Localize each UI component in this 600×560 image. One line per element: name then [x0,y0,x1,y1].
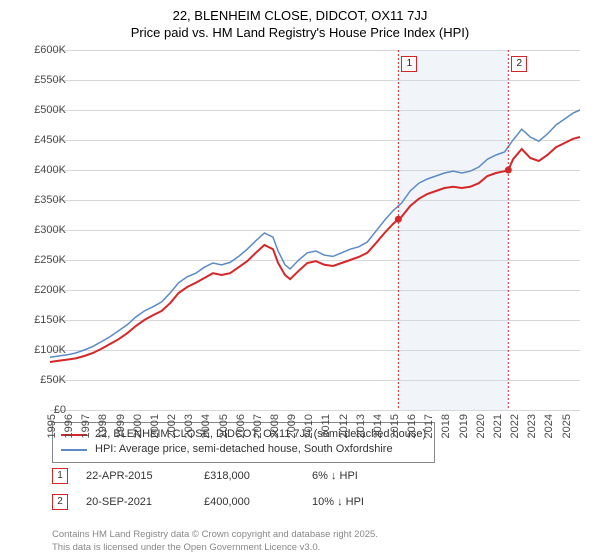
x-tick-label: 2014 [372,414,384,438]
footer-line-1: Contains HM Land Registry data © Crown c… [52,529,378,541]
data-point-delta-1: 6% ↓ HPI [312,470,358,482]
y-tick-label: £550K [34,74,66,86]
data-point-delta-2: 10% ↓ HPI [312,496,364,508]
data-point-marker-1: 1 [52,468,68,484]
y-tick-label: £100K [34,344,66,356]
legend-swatch-2 [61,449,87,451]
data-point-price-1: £318,000 [204,470,294,482]
title-line-1: 22, BLENHEIM CLOSE, DIDCOT, OX11 7JJ [0,8,600,25]
x-tick-label: 2023 [526,414,538,438]
x-tick-label: 2025 [561,414,573,438]
marker-dot-1 [395,216,402,223]
y-tick-label: £600K [34,44,66,56]
y-gridline [50,410,580,411]
x-tick-label: 2005 [218,414,230,438]
series-svg [50,50,580,410]
marker-box-1: 1 [401,56,417,72]
y-tick-label: £450K [34,134,66,146]
series-hpi [50,110,580,357]
x-tick-label: 2015 [389,414,401,438]
y-tick-label: £400K [34,164,66,176]
x-tick-label: 2016 [406,414,418,438]
x-tick-label: 1995 [46,414,58,438]
series-price_paid [50,137,580,362]
x-tick-label: 2022 [509,414,521,438]
x-tick-label: 2006 [235,414,247,438]
x-tick-label: 1999 [115,414,127,438]
x-tick-label: 2008 [269,414,281,438]
y-tick-label: £250K [34,254,66,266]
x-tick-label: 1996 [63,414,75,438]
y-tick-label: £350K [34,194,66,206]
chart-container: 22, BLENHEIM CLOSE, DIDCOT, OX11 7JJ Pri… [0,0,600,560]
title-block: 22, BLENHEIM CLOSE, DIDCOT, OX11 7JJ Pri… [0,0,600,42]
y-tick-label: £500K [34,104,66,116]
footer: Contains HM Land Registry data © Crown c… [52,529,378,554]
y-tick-label: £300K [34,224,66,236]
data-point-price-2: £400,000 [204,496,294,508]
x-tick-label: 2019 [458,414,470,438]
chart-area [50,50,580,410]
x-tick-label: 1998 [97,414,109,438]
y-tick-label: £200K [34,284,66,296]
x-tick-label: 2007 [252,414,264,438]
data-point-row-1: 1 22-APR-2015 £318,000 6% ↓ HPI [52,468,358,484]
x-tick-label: 2001 [149,414,161,438]
x-tick-label: 2010 [303,414,315,438]
x-tick-label: 2011 [320,414,332,438]
footer-line-2: This data is licensed under the Open Gov… [52,542,378,554]
x-tick-label: 2017 [423,414,435,438]
marker-dot-2 [505,167,512,174]
marker-box-2: 2 [511,56,527,72]
y-tick-label: £50K [40,374,66,386]
data-point-date-2: 20-SEP-2021 [86,496,186,508]
data-point-row-2: 2 20-SEP-2021 £400,000 10% ↓ HPI [52,494,364,510]
data-point-date-1: 22-APR-2015 [86,470,186,482]
x-tick-label: 2012 [338,414,350,438]
x-tick-label: 2018 [440,414,452,438]
x-tick-label: 2000 [132,414,144,438]
x-tick-label: 2004 [200,414,212,438]
x-tick-label: 2002 [166,414,178,438]
title-line-2: Price paid vs. HM Land Registry's House … [0,25,600,42]
x-tick-label: 2013 [355,414,367,438]
x-tick-label: 2020 [475,414,487,438]
x-tick-label: 2021 [492,414,504,438]
x-tick-label: 2003 [183,414,195,438]
legend-label-2: HPI: Average price, semi-detached house,… [95,442,393,457]
data-point-marker-2: 2 [52,494,68,510]
x-tick-label: 1997 [80,414,92,438]
x-tick-label: 2009 [286,414,298,438]
y-tick-label: £150K [34,314,66,326]
legend-row-2: HPI: Average price, semi-detached house,… [61,442,426,457]
x-tick-label: 2024 [543,414,555,438]
